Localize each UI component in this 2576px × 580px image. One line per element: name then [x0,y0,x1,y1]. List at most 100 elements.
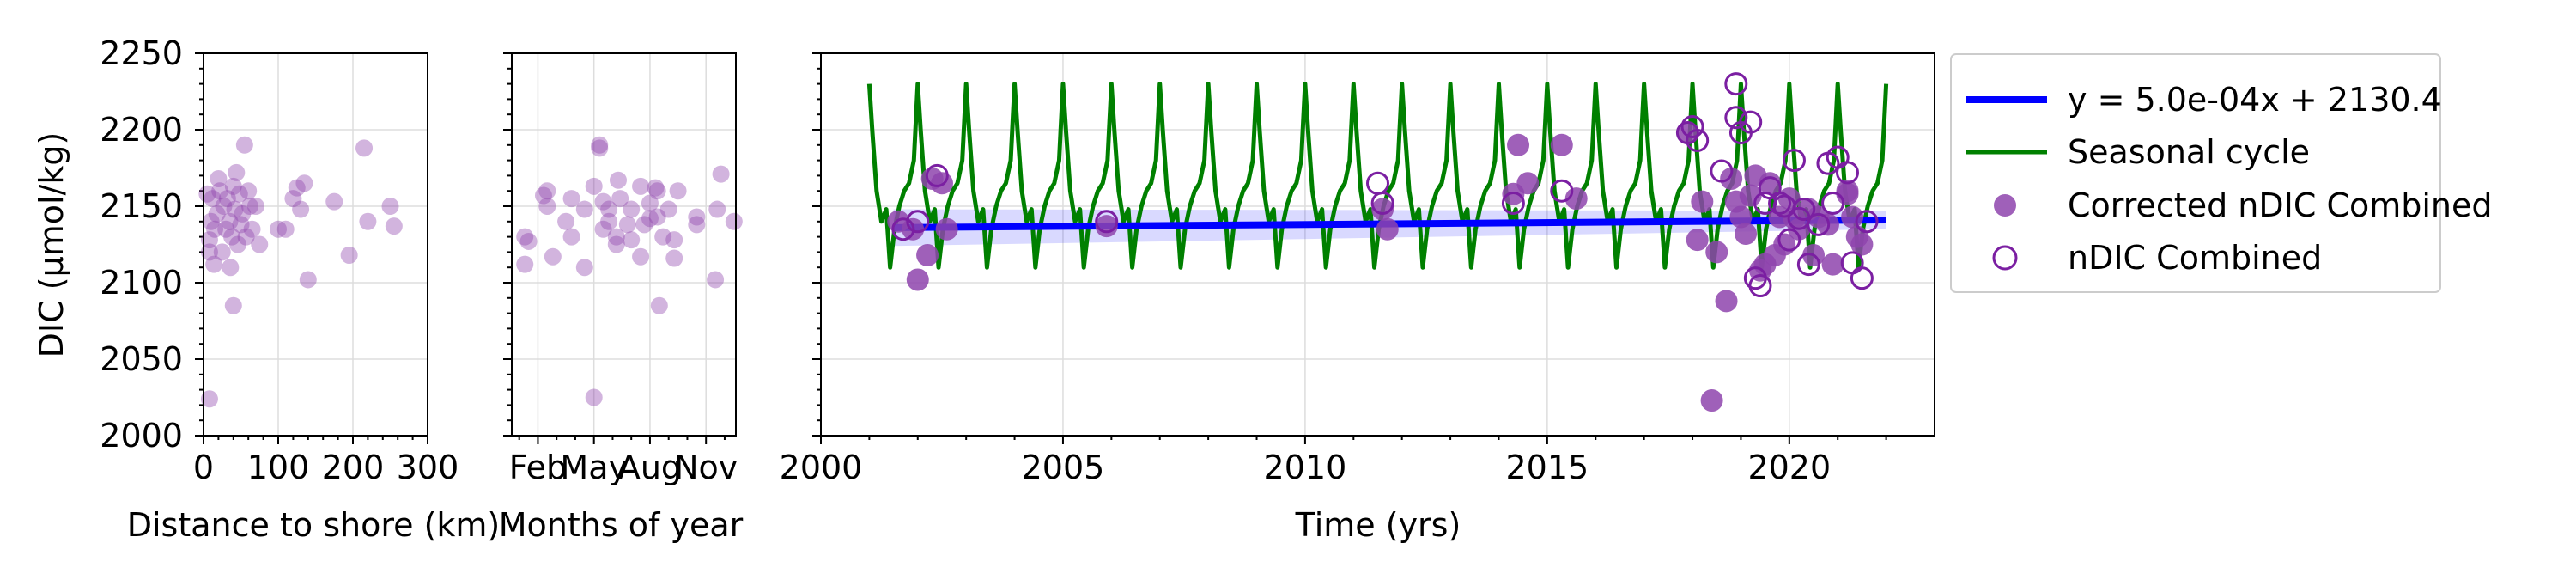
distance-point [292,200,310,218]
months-point [665,231,683,249]
legend-corrected-label: Corrected nDIC Combined [2068,186,2493,224]
distance-point [205,255,223,273]
distance-point [284,190,302,208]
months-x-tick-label: Aug [618,449,682,486]
distance-point [340,246,358,264]
months-point [562,228,580,246]
months-point [712,165,730,183]
corrected-ndic-point [1729,205,1753,229]
distance-point [240,198,258,215]
corrected-ndic-point [1715,290,1738,313]
legend-corrected-marker [1994,194,2016,217]
distance-point [234,205,252,223]
months-point [688,216,706,234]
distance-point [200,243,218,261]
months-point [594,192,612,211]
legend-trend-label: y = 5.0e-04x + 2130.4 [2068,81,2442,119]
distance-point [385,217,403,235]
corrected-ndic-point [1850,233,1874,256]
time-x-tick-label: 2015 [1506,449,1589,486]
corrected-ndic-point [906,268,929,291]
legend-uncorrected-marker [1992,245,2018,271]
distance-y-tick-label: 2250 [100,34,183,72]
months-point [725,212,743,230]
months-axes-frame [511,52,737,437]
months-point [641,210,659,228]
months-point [609,171,627,189]
ndic-point [925,163,949,187]
distance-point [224,296,242,314]
months-point [557,212,575,230]
legend-frame [1950,53,2441,293]
distance-point [288,179,306,197]
distance-point [276,220,295,238]
ndic-point [1550,179,1574,203]
ndic-point [891,217,915,241]
distance-point [221,212,239,230]
ndic-point [1680,114,1704,138]
ndic-point [1370,191,1394,215]
months-point [600,200,618,218]
distance-axes-frame [203,52,428,437]
months-point [534,186,552,205]
distance-y-tick-label: 2150 [100,187,183,225]
distance-point [243,220,261,238]
distance-point [230,185,248,203]
ndic-point [1686,128,1710,152]
months-point [594,220,612,238]
distance-point [222,259,240,277]
corrected-ndic-point [1371,198,1394,221]
distance-x-tick-label: 100 [247,449,310,486]
months-point [647,179,665,197]
distance-point [210,169,228,187]
corrected-ndic-point [1686,229,1709,252]
corrected-ndic-point [1516,172,1540,195]
months-x-tick-label: Nov [674,449,738,486]
months-point [659,200,677,218]
distance-point [235,136,253,154]
distance-point [206,220,224,238]
ndic-point [1724,72,1748,96]
corrected-ndic-point [1550,133,1573,156]
months-point [707,271,725,289]
months-point [538,198,556,215]
distance-point [217,220,235,238]
months-point [648,208,666,226]
months-point [585,388,603,406]
ndic-point [1095,210,1119,234]
months-point [519,232,538,250]
months-point [665,249,683,267]
corrected-ndic-point [1759,172,1782,195]
legend: y = 5.0e-04x + 2130.4 Seasonal cycle Cor… [1950,53,2493,293]
distance-point [226,200,244,218]
distance-point [200,390,218,408]
months-point [654,228,672,246]
distance-point [232,216,250,234]
ndic-point [1807,212,1831,236]
distance-x-tick-label: 300 [397,449,459,486]
time-x-tick-label: 2005 [1022,449,1105,486]
distance-point [359,212,377,230]
ndic-point [1835,161,1859,185]
ndic-point [1792,198,1816,222]
legend-uncorrected-label: nDIC Combined [2068,239,2322,277]
months-point [538,182,556,200]
corrected-ndic-point [1507,133,1530,156]
distance-y-tick-label: 2000 [100,417,183,455]
months-point [562,190,580,208]
months-point [669,182,687,200]
distance-x-tick-label: 0 [193,449,214,486]
distance-point [295,174,313,192]
ndic-point [1782,149,1806,173]
months-point [575,200,593,218]
ndic-point [1710,159,1734,183]
ndic-point [1724,106,1748,130]
distance-point [237,228,255,246]
ndic-point [1768,191,1792,215]
distance-point [246,198,264,215]
months-x-tick-label: May [560,449,628,486]
ndic-point [1748,274,1772,298]
distance-point [208,205,226,223]
months-point [623,200,641,218]
corrected-ndic-point [1735,223,1758,246]
